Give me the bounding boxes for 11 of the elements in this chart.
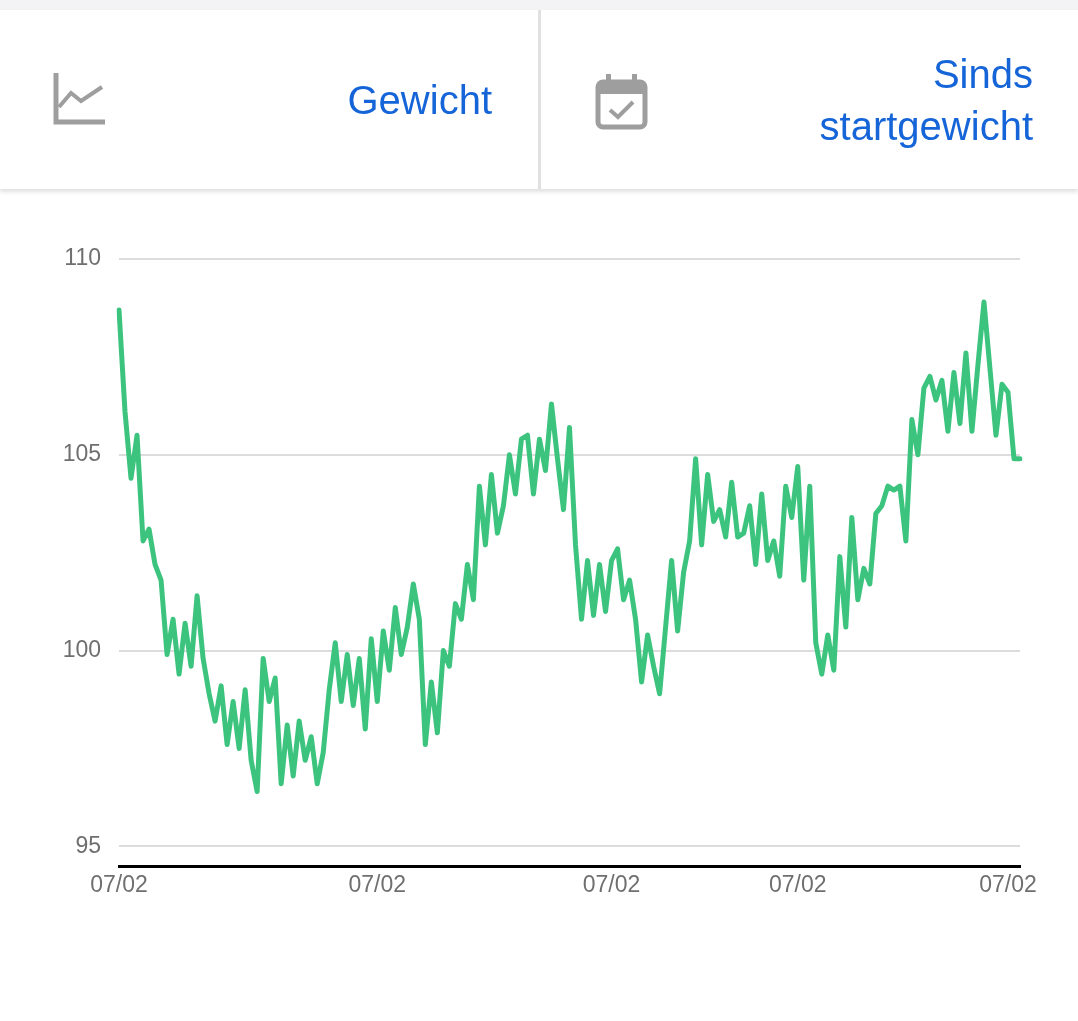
y-tick-label: 100 bbox=[62, 635, 101, 662]
x-tick-label: 07/02 bbox=[979, 871, 1037, 898]
x-tick-label: 07/02 bbox=[90, 871, 148, 898]
x-tick-label: 07/02 bbox=[768, 871, 827, 898]
y-tick-label: 110 bbox=[64, 244, 101, 271]
x-tick-label: 07/02 bbox=[348, 871, 407, 898]
y-tick-label: 105 bbox=[62, 440, 101, 467]
y-tick-label: 95 bbox=[75, 831, 101, 858]
text: Sinds startgewicht bbox=[818, 51, 1033, 150]
text: Gewicht bbox=[347, 77, 492, 124]
x-tick-label: 07/02 bbox=[582, 871, 641, 898]
